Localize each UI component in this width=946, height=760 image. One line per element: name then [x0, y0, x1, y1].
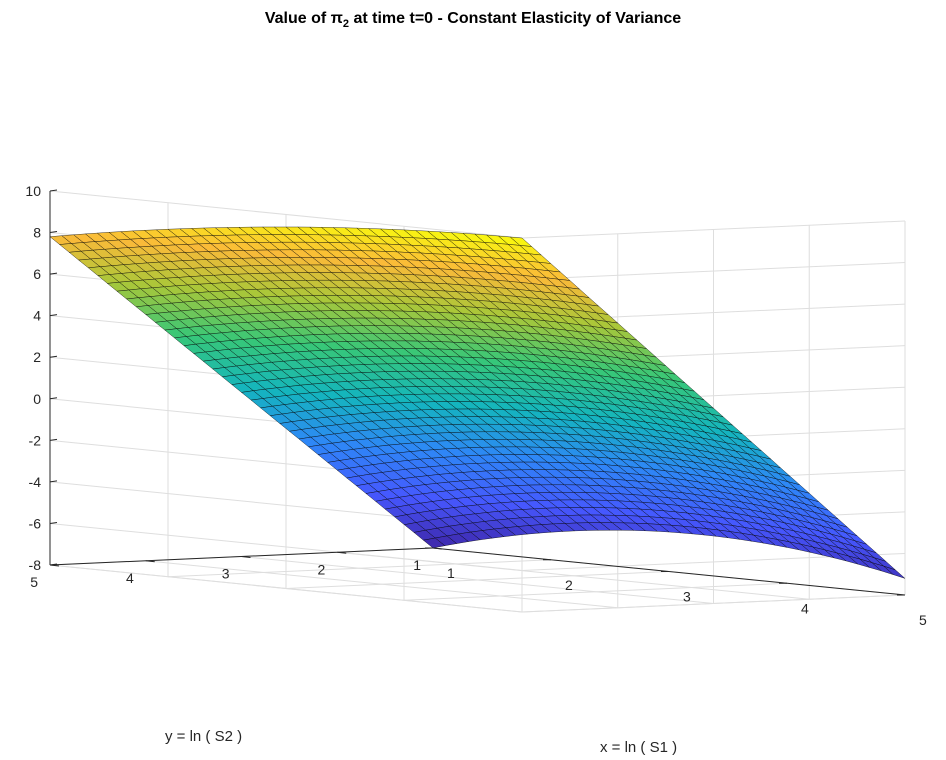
y-tick-label: 2: [317, 561, 325, 577]
x-axis-label: x = ln ( S1 ): [600, 739, 677, 756]
z-tick-label: 2: [33, 349, 41, 365]
z-tick-label: 8: [33, 225, 41, 241]
y-axis-label: y = ln ( S2 ): [165, 728, 242, 745]
z-tick-label: -6: [29, 515, 42, 531]
y-tick-label: 5: [30, 574, 38, 590]
surface-mesh: [49, 226, 906, 579]
z-tick-mark: [49, 355, 58, 358]
z-tick-mark: [49, 189, 58, 192]
x-tick-label: 3: [683, 589, 691, 605]
y-tick-mark: [145, 560, 155, 563]
x-tick-label: 1: [447, 565, 455, 581]
z-tick-mark: [49, 314, 58, 317]
grid-line: [49, 564, 523, 613]
z-tick-mark: [49, 563, 58, 566]
z-tick-label: 10: [25, 183, 41, 199]
y-tick-mark: [241, 556, 251, 558]
grid-line: [521, 262, 906, 281]
z-tick-label: 4: [33, 308, 41, 324]
z-tick-label: -8: [29, 557, 42, 573]
x-tick-label: 4: [801, 600, 809, 616]
z-tick-mark: [49, 521, 58, 524]
chart-title: Value of π2 at time t=0 - Constant Elast…: [265, 10, 681, 30]
grid-line: [49, 190, 523, 239]
grid-line: [145, 560, 618, 609]
z-tick-label: 0: [33, 391, 41, 407]
z-tick-label: -4: [29, 474, 42, 490]
y-tick-label: 3: [222, 566, 230, 582]
grid-line: [241, 556, 714, 604]
z-tick-mark: [49, 231, 58, 234]
z-tick-mark: [49, 397, 58, 400]
z-tick-mark: [49, 438, 58, 441]
surface-patch: [422, 537, 446, 549]
grid-line: [337, 551, 810, 600]
y-tick-mark: [337, 551, 347, 554]
x-tick-label: 5: [919, 612, 927, 628]
y-tick-label: 4: [126, 570, 134, 586]
y-tick-label: 1: [413, 557, 421, 573]
x-tick-label: 2: [565, 577, 573, 593]
y-tick-mark: [432, 547, 443, 550]
grid-line: [521, 220, 906, 239]
z-tick-mark: [49, 272, 58, 275]
z-tick-mark: [49, 480, 58, 483]
z-tick-label: -2: [29, 432, 42, 448]
z-tick-label: 6: [33, 266, 41, 282]
